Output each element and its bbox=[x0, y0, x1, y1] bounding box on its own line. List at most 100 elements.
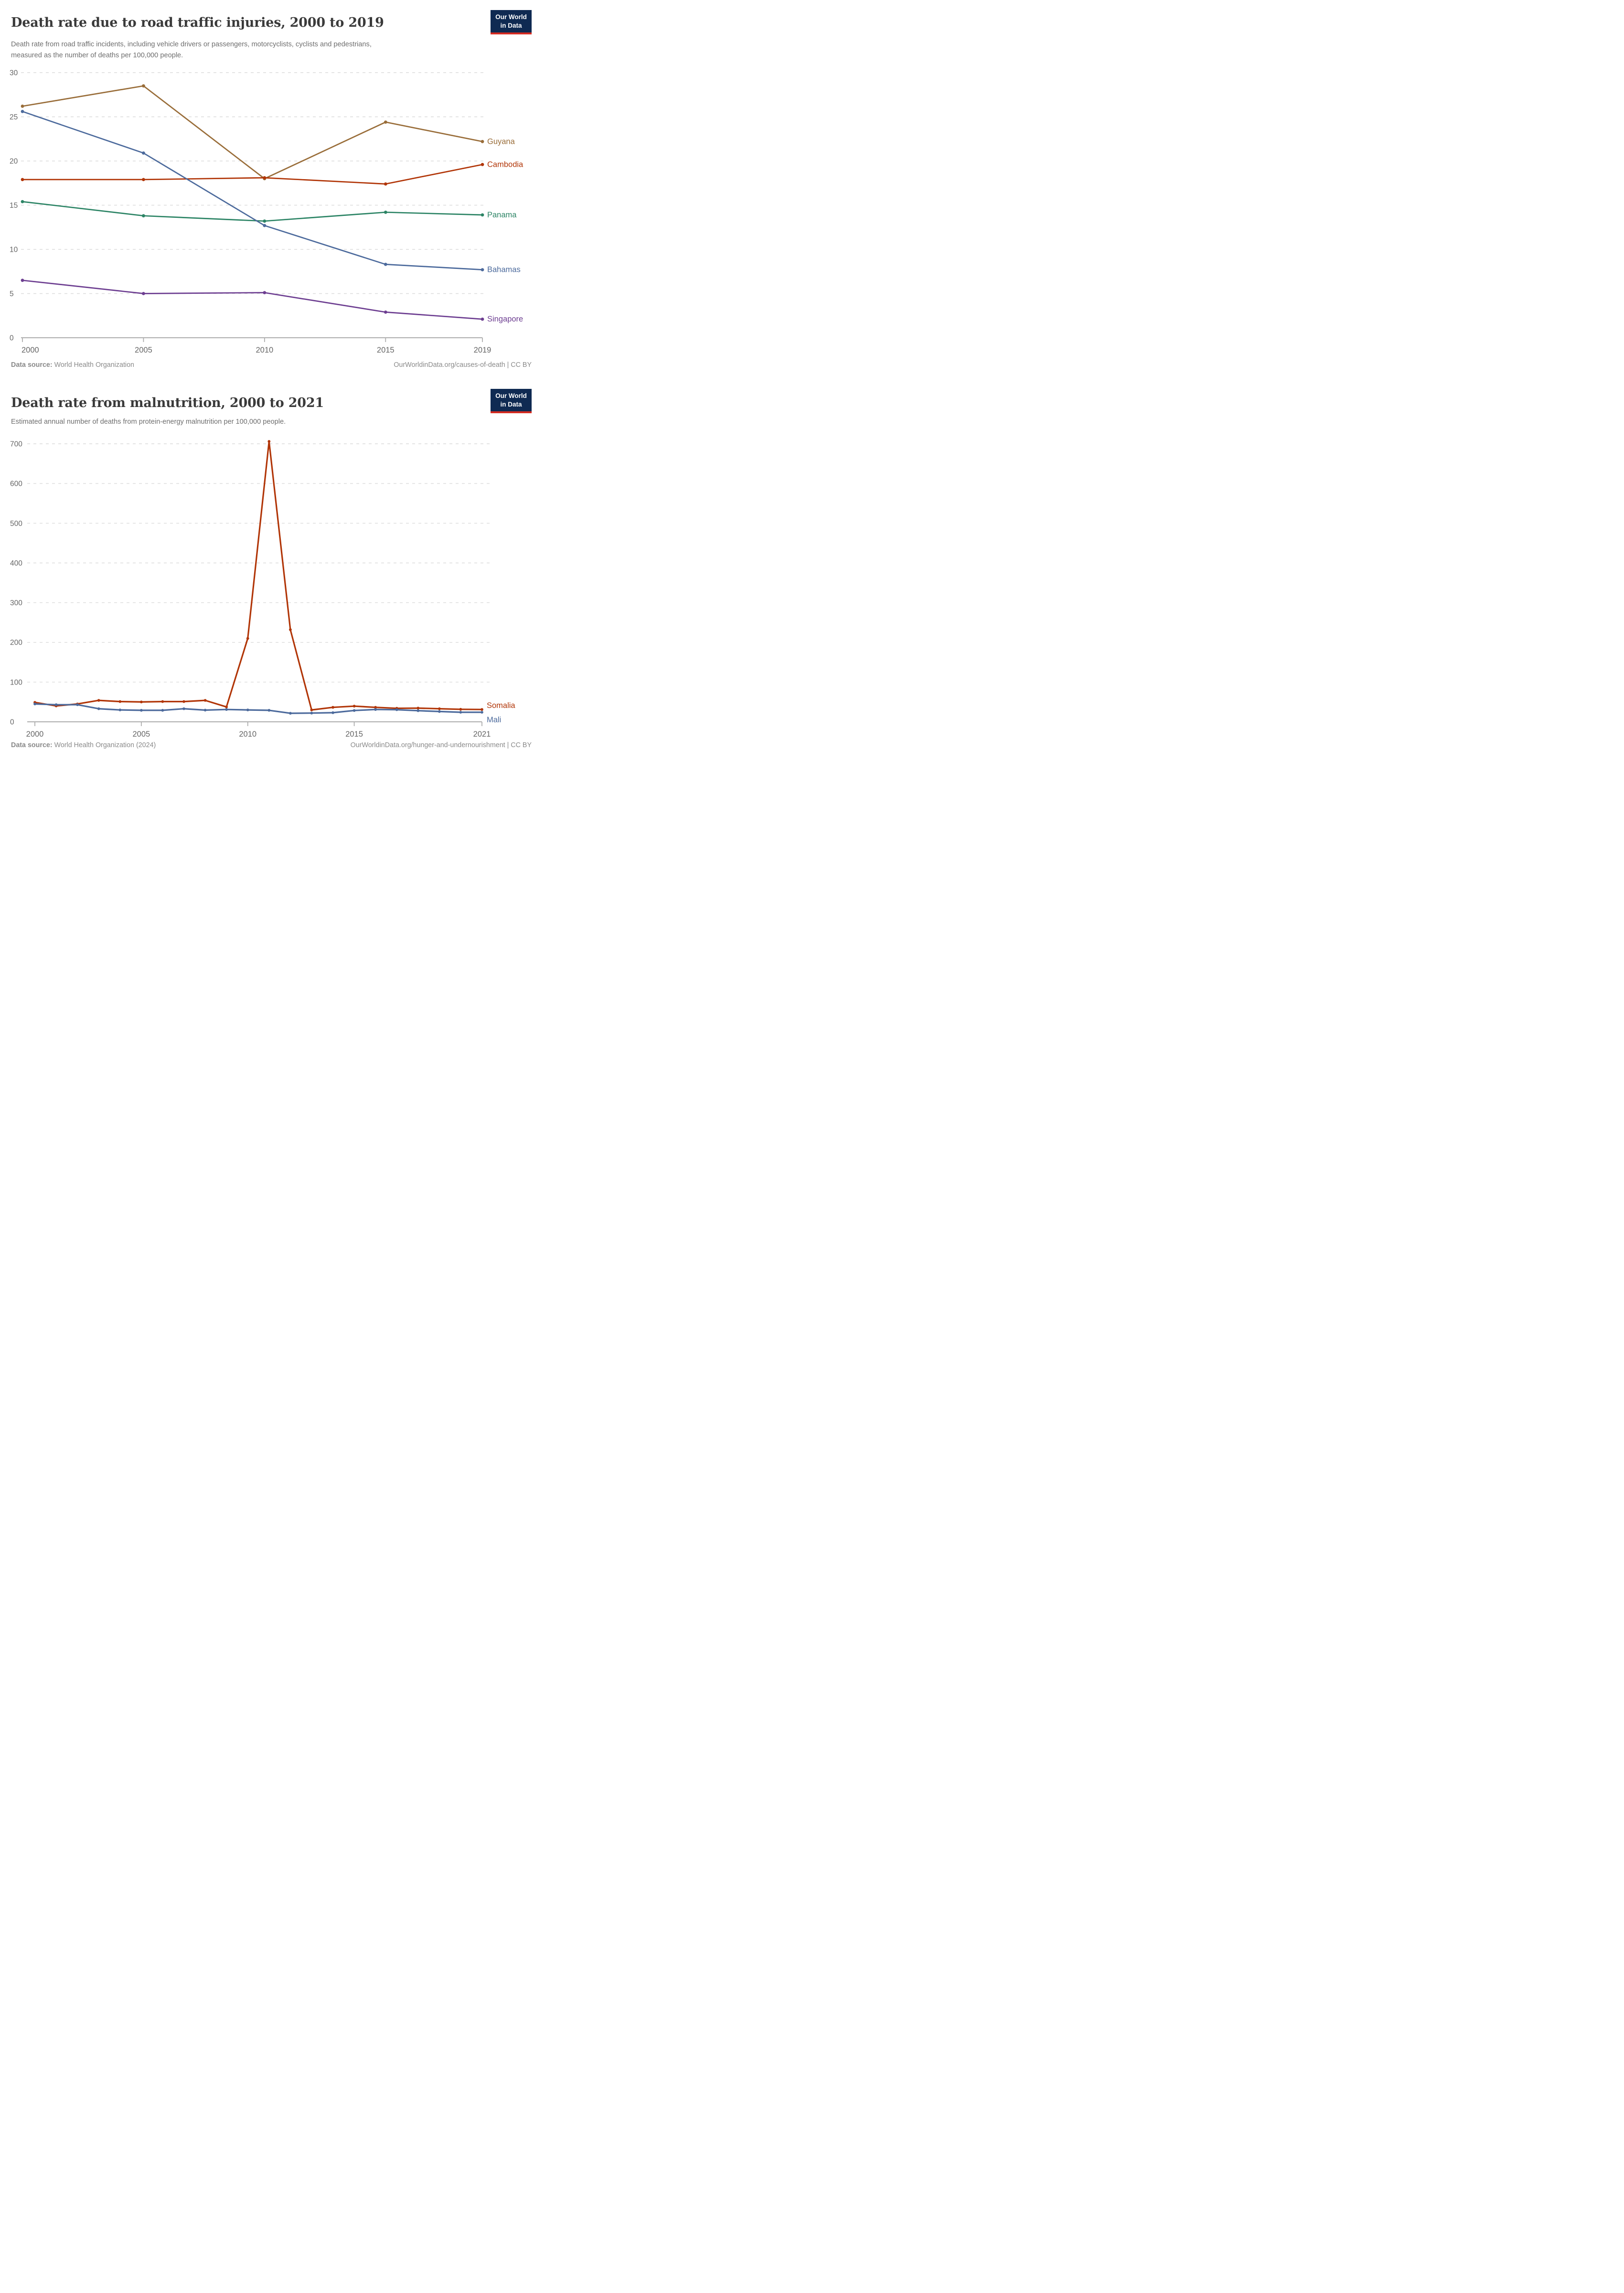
data-point[interactable] bbox=[246, 637, 249, 640]
citation-link[interactable]: OurWorldinData.org/causes-of-death | CC … bbox=[394, 361, 532, 369]
data-point[interactable] bbox=[140, 709, 143, 712]
owid-logo[interactable]: Our World in Data bbox=[491, 10, 532, 34]
series-line-guyana[interactable] bbox=[21, 85, 483, 180]
data-source: Data source: World Health Organization (… bbox=[11, 741, 156, 749]
owid-logo-line2: in Data bbox=[500, 21, 522, 29]
y-tick-label: 700 bbox=[10, 440, 22, 449]
data-point[interactable] bbox=[310, 711, 313, 715]
data-point[interactable] bbox=[182, 700, 185, 703]
data-point[interactable] bbox=[21, 110, 24, 113]
data-point[interactable] bbox=[384, 120, 387, 124]
data-point[interactable] bbox=[263, 224, 267, 227]
series-line-bahamas[interactable] bbox=[21, 111, 483, 270]
data-point[interactable] bbox=[97, 707, 100, 710]
data-point[interactable] bbox=[331, 706, 334, 709]
data-point[interactable] bbox=[395, 708, 398, 711]
data-point[interactable] bbox=[459, 707, 462, 711]
y-tick-label: 600 bbox=[10, 480, 22, 488]
chart-subtitle: Death rate from road traffic incidents, … bbox=[11, 40, 372, 59]
owid-logo-stripe bbox=[491, 32, 532, 34]
data-point[interactable] bbox=[438, 710, 441, 713]
data-point[interactable] bbox=[142, 214, 145, 218]
owid-logo-line2: in Data bbox=[500, 400, 522, 408]
data-point[interactable] bbox=[384, 182, 387, 186]
data-point[interactable] bbox=[225, 705, 228, 708]
chart-footer: Data source: World Health Organization (… bbox=[11, 741, 532, 749]
data-point[interactable] bbox=[225, 708, 228, 711]
data-point[interactable] bbox=[263, 176, 267, 180]
y-tick-label: 500 bbox=[10, 520, 22, 528]
data-point[interactable] bbox=[353, 705, 356, 708]
data-point[interactable] bbox=[161, 709, 164, 712]
data-point[interactable] bbox=[263, 291, 267, 294]
data-point[interactable] bbox=[267, 709, 271, 712]
data-point[interactable] bbox=[21, 104, 24, 108]
data-point[interactable] bbox=[289, 712, 292, 715]
data-point[interactable] bbox=[331, 711, 334, 714]
data-point[interactable] bbox=[481, 268, 484, 271]
data-point[interactable] bbox=[481, 708, 483, 711]
data-point[interactable] bbox=[384, 311, 387, 314]
data-point[interactable] bbox=[374, 706, 377, 709]
owid-logo-box: Our World in Data bbox=[491, 389, 532, 411]
data-point[interactable] bbox=[142, 84, 145, 88]
x-tick-label: 2010 bbox=[256, 346, 273, 354]
series-label-bahamas: Bahamas bbox=[487, 266, 521, 274]
data-point[interactable] bbox=[21, 279, 24, 282]
series-line-singapore[interactable] bbox=[21, 279, 483, 320]
data-point[interactable] bbox=[142, 151, 145, 155]
line-chart[interactable]: 0 100 200 300 400 500 600 700 2000 2005 2010 2015 20… bbox=[0, 426, 541, 745]
owid-logo-line1: Our World bbox=[495, 392, 527, 399]
data-point[interactable] bbox=[140, 700, 143, 704]
y-tick-label: 200 bbox=[10, 639, 22, 647]
data-point[interactable] bbox=[459, 711, 462, 714]
data-point[interactable] bbox=[118, 700, 122, 703]
x-tick-label: 2005 bbox=[132, 730, 150, 739]
data-point[interactable] bbox=[353, 709, 356, 712]
data-point[interactable] bbox=[246, 708, 249, 711]
data-point[interactable] bbox=[374, 708, 377, 711]
data-point[interactable] bbox=[310, 708, 313, 711]
data-point[interactable] bbox=[417, 707, 420, 710]
data-point[interactable] bbox=[54, 703, 58, 707]
data-source-value: World Health Organization (2024) bbox=[54, 741, 156, 749]
data-point[interactable] bbox=[481, 711, 483, 714]
data-point[interactable] bbox=[417, 709, 420, 712]
data-point[interactable] bbox=[21, 178, 24, 182]
data-point[interactable] bbox=[481, 213, 484, 217]
series-line-somalia[interactable] bbox=[34, 440, 483, 711]
data-point[interactable] bbox=[203, 699, 207, 702]
data-point[interactable] bbox=[76, 703, 79, 707]
data-point[interactable] bbox=[438, 707, 441, 710]
data-point[interactable] bbox=[118, 708, 122, 711]
series-line-cambodia[interactable] bbox=[21, 164, 483, 185]
data-point[interactable] bbox=[97, 699, 100, 702]
data-point[interactable] bbox=[33, 702, 36, 706]
data-point[interactable] bbox=[481, 163, 484, 166]
data-point[interactable] bbox=[289, 628, 292, 631]
line-chart[interactable]: 0 5 10 15 20 25 30 2000 2005 2010 2015 2019 Guyana Ca… bbox=[0, 63, 541, 362]
series-label-cambodia: Cambodia bbox=[487, 160, 524, 169]
data-point[interactable] bbox=[384, 210, 387, 214]
data-point[interactable] bbox=[21, 200, 24, 204]
data-point[interactable] bbox=[481, 317, 484, 321]
data-point[interactable] bbox=[203, 708, 207, 712]
citation-link[interactable]: OurWorldinData.org/hunger-and-undernouri… bbox=[350, 741, 532, 749]
chart-subtitle: Estimated annual number of deaths from p… bbox=[11, 418, 286, 426]
chart-footer: Data source: World Health Organization O… bbox=[11, 361, 532, 369]
data-point[interactable] bbox=[267, 440, 271, 443]
data-source-label: Data source: bbox=[11, 361, 53, 369]
owid-logo-box: Our World in Data bbox=[491, 10, 532, 32]
data-point[interactable] bbox=[481, 139, 484, 143]
data-point[interactable] bbox=[142, 178, 145, 182]
data-point[interactable] bbox=[142, 292, 145, 295]
series-line-mali[interactable] bbox=[34, 703, 483, 714]
data-point[interactable] bbox=[263, 219, 267, 223]
y-tick-label: 10 bbox=[10, 246, 18, 254]
data-source: Data source: World Health Organization bbox=[11, 361, 134, 369]
owid-logo[interactable]: Our World in Data bbox=[491, 389, 532, 413]
data-point[interactable] bbox=[182, 707, 185, 710]
y-tick-label: 5 bbox=[10, 290, 14, 298]
data-point[interactable] bbox=[161, 700, 164, 703]
data-point[interactable] bbox=[384, 263, 387, 266]
